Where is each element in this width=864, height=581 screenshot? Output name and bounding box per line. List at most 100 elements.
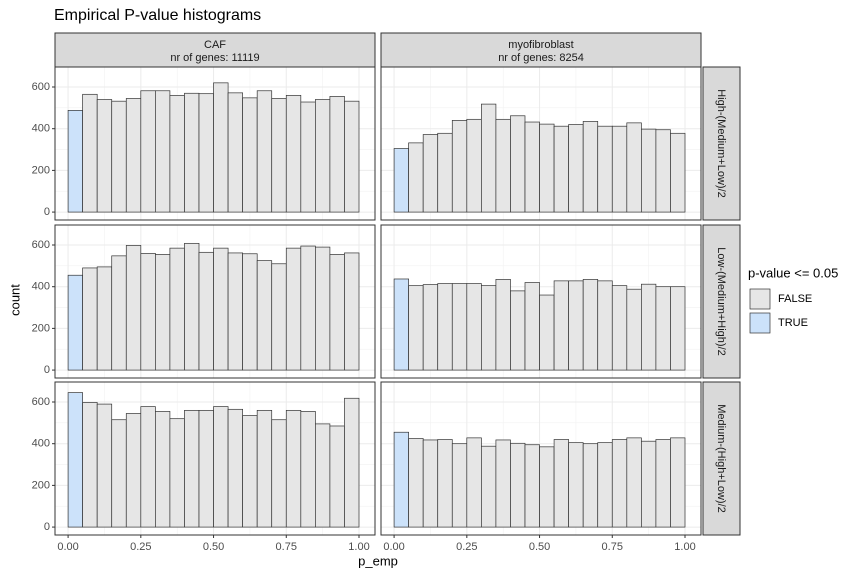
panel-border	[380, 66, 702, 221]
bar	[344, 397, 360, 528]
strip-label: myofibroblast	[508, 39, 573, 51]
bar	[422, 439, 439, 528]
bar	[300, 245, 316, 371]
legend-title: p-value <= 0.05	[748, 265, 838, 280]
bar	[495, 439, 511, 528]
strip-label: High-(Medium+Low)/2	[715, 89, 727, 198]
bar	[466, 283, 482, 371]
legend-swatch	[749, 288, 771, 310]
bar	[626, 122, 642, 213]
bar	[67, 110, 83, 213]
bar	[582, 443, 599, 528]
bar	[82, 267, 98, 371]
bar	[198, 251, 214, 371]
bar	[184, 409, 200, 528]
bar	[510, 442, 526, 528]
bar	[495, 279, 511, 371]
bar	[466, 118, 482, 213]
bar	[422, 134, 439, 213]
bar	[510, 290, 526, 371]
y-tick-label: 0	[44, 364, 50, 376]
bar	[140, 90, 156, 213]
bar	[539, 294, 555, 371]
bar	[256, 260, 273, 371]
y-tick-label: 600	[32, 81, 50, 93]
bar	[524, 444, 540, 528]
y-tick-label: 400	[32, 281, 50, 293]
bar	[344, 100, 360, 213]
bar	[315, 99, 331, 213]
bar	[553, 439, 569, 528]
y-tick-label: 200	[32, 322, 50, 334]
bar	[96, 266, 113, 371]
strip-label: Low-(Medium+High)/2	[715, 247, 727, 356]
bar	[597, 442, 613, 528]
bar	[408, 285, 424, 371]
strip-label: Medium-(High+Low)/2	[715, 404, 727, 513]
bar	[213, 406, 229, 528]
bar	[670, 286, 686, 371]
bar	[300, 101, 316, 213]
bar	[466, 437, 482, 528]
y-tick-label: 200	[32, 479, 50, 491]
bar	[422, 284, 439, 371]
x-tick-label: 0.75	[276, 541, 297, 553]
strip	[702, 66, 741, 221]
bar	[242, 97, 258, 213]
panel-border	[54, 381, 376, 536]
bar	[227, 408, 243, 528]
bar	[82, 402, 98, 528]
y-tick-label: 400	[32, 438, 50, 450]
bar	[539, 123, 555, 213]
bar	[393, 431, 409, 528]
bar	[670, 437, 686, 528]
bar	[227, 252, 243, 371]
y-tick-label: 400	[32, 123, 50, 135]
x-tick-label: 0.50	[203, 541, 224, 553]
bar	[125, 98, 142, 213]
bar	[641, 128, 657, 213]
bar	[437, 283, 453, 371]
bar	[611, 125, 628, 213]
bar	[655, 439, 671, 528]
bar	[437, 439, 453, 528]
bar	[96, 403, 113, 528]
strip	[702, 381, 741, 536]
bar	[408, 142, 424, 213]
bar	[611, 439, 628, 528]
bar	[524, 121, 540, 213]
bar	[597, 280, 613, 371]
bar	[169, 94, 185, 213]
bar	[111, 419, 127, 528]
bar	[140, 406, 156, 528]
panel-border	[54, 66, 376, 221]
strip-label: CAF	[204, 39, 226, 51]
chart-title: Empirical P-value histograms	[54, 7, 261, 24]
bar	[300, 411, 316, 528]
bar	[242, 253, 258, 371]
bar	[213, 247, 229, 371]
bar	[655, 286, 671, 371]
bar	[495, 118, 511, 213]
panel-border	[54, 224, 376, 379]
y-axis-label: count	[7, 284, 22, 316]
bar	[553, 280, 569, 371]
bar	[256, 90, 273, 213]
bar	[568, 442, 584, 528]
bar	[626, 288, 642, 371]
bar	[213, 82, 229, 213]
strip	[54, 32, 376, 68]
bar	[626, 437, 642, 528]
strip	[380, 32, 702, 68]
x-tick-label: 0.25	[130, 541, 151, 553]
panel-border	[380, 224, 702, 379]
bar	[155, 90, 171, 213]
y-tick-label: 0	[44, 521, 50, 533]
bar	[408, 438, 424, 528]
bar	[111, 255, 127, 371]
bar	[582, 121, 599, 213]
bar	[271, 419, 287, 528]
bar	[67, 392, 83, 528]
panel-border	[380, 381, 702, 536]
